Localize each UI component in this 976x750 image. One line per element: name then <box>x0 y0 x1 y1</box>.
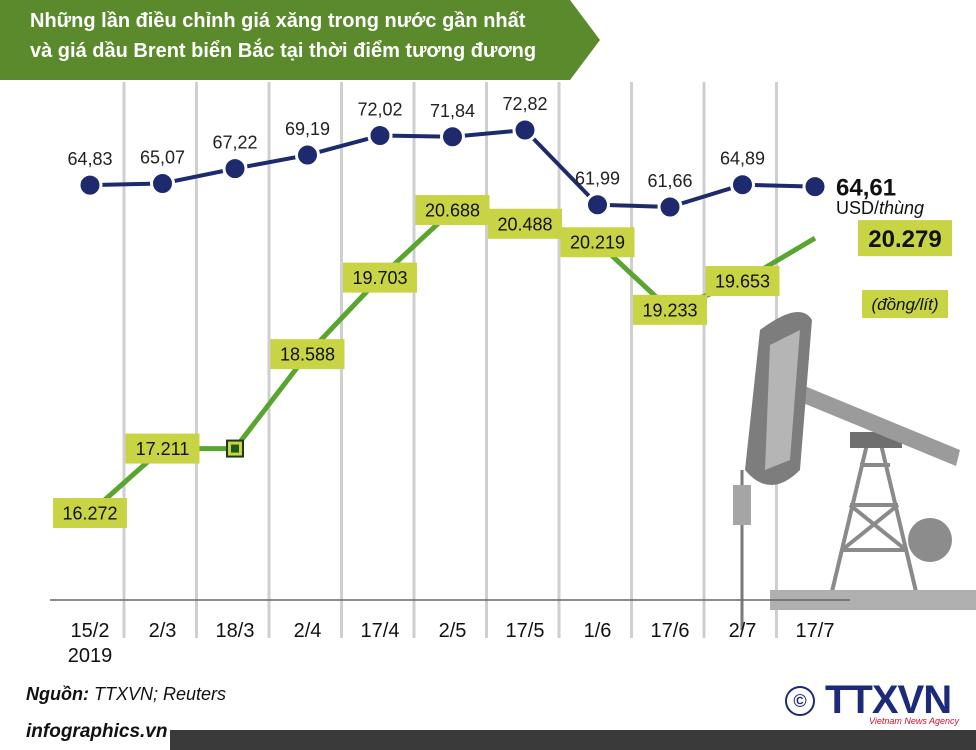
brent-value-label: 69,19 <box>285 119 330 139</box>
brent-point <box>367 123 393 149</box>
logo-brand: TTXVN <box>825 678 952 722</box>
brent-value-label: 67,22 <box>212 133 257 153</box>
x-tick-label: 2/7 <box>729 620 757 642</box>
source-note: Nguồn: TTXVN; Reuters <box>26 684 226 705</box>
x-axis: 15/2 2/3 18/3 2/4 17/4 2/5 17/5 1/6 17/6 2/7 17/7 2… <box>50 599 850 667</box>
petrol-value-label: 20.488 <box>497 214 552 234</box>
x-tick-label: 1/6 <box>584 620 612 642</box>
petrol-label-box <box>343 262 417 293</box>
x-tick-year: 2019 <box>68 645 113 667</box>
petrol-label-box <box>633 294 707 325</box>
petrol-unit-label: (đồng/lít) <box>871 295 938 314</box>
source-label: Nguồn: <box>26 684 89 704</box>
brent-point <box>585 192 610 218</box>
petrol-value-label: 20.688 <box>425 201 480 221</box>
petrol-value-label: 17.211 <box>136 439 190 459</box>
title-banner <box>0 0 600 80</box>
x-tick-label: 17/5 <box>506 620 545 642</box>
petrol-label-box <box>125 433 200 464</box>
brent-point <box>657 194 683 220</box>
data-labels: 16.272 17.211 18.588 19.703 20.688 20.488 20.2… <box>53 94 952 528</box>
brent-point <box>295 142 320 168</box>
petrol-point-core <box>231 444 239 453</box>
copyright-icon: © <box>785 686 815 716</box>
x-tick-label: 17/4 <box>361 620 400 642</box>
brent-value-label: 65,07 <box>140 147 185 167</box>
brent-value-label: 64,89 <box>720 149 765 169</box>
brent-value-label: 61,99 <box>575 169 620 189</box>
petrol-label-box <box>415 195 490 226</box>
chart-area: 16.272 17.211 18.588 19.703 20.688 20.488 20.2… <box>50 82 976 667</box>
brent-point <box>440 124 465 150</box>
petrol-unit-box <box>862 290 948 318</box>
x-tick-label: 2/4 <box>294 620 322 642</box>
petrol-label-box <box>53 498 127 528</box>
brent-value-label: 61,66 <box>647 171 692 191</box>
x-tick-label: 17/6 <box>651 620 690 642</box>
x-tick-label: 2/5 <box>439 620 467 642</box>
brent-value-label: 72,82 <box>502 94 547 114</box>
petrol-value-label: 20.279 <box>868 226 941 253</box>
x-tick-label: 15/2 <box>71 620 110 642</box>
x-tick-label: 18/3 <box>216 620 255 642</box>
brent-price-line <box>77 117 828 220</box>
petrol-price-line <box>88 207 817 515</box>
brent-point <box>512 117 538 143</box>
petrol-label-box <box>560 227 635 258</box>
grid-lines <box>122 82 778 638</box>
chart-title-line-2: và giá dầu Brent biển Bắc tại thời điểm … <box>30 40 537 62</box>
chart-title: Những lần điều chỉnh giá xăng trong nước… <box>30 6 590 66</box>
petrol-label-box <box>705 266 780 297</box>
source-value: TTXVN; Reuters <box>88 684 227 704</box>
brent-value-label: 64,61 <box>836 175 896 202</box>
petrol-value-label: 18.588 <box>280 345 335 365</box>
logo-tagline: Vietnam News Agency <box>869 716 960 726</box>
petrol-value-label: 16.272 <box>62 503 117 523</box>
site-name: infographics.vn <box>26 721 168 742</box>
brent-point <box>802 174 828 200</box>
brent-point <box>730 172 755 198</box>
oil-pump-illustration <box>733 312 976 630</box>
brent-value-label: 72,02 <box>357 100 402 120</box>
brent-value-label: 71,84 <box>430 101 475 121</box>
brent-point <box>222 156 248 182</box>
x-tick-label: 17/7 <box>796 620 835 642</box>
brent-point <box>150 170 175 196</box>
petrol-label-box <box>488 208 562 239</box>
petrol-value-label: 19.233 <box>642 300 697 320</box>
brent-value-label: 64,83 <box>67 149 112 169</box>
petrol-label-box <box>858 220 952 257</box>
petrol-value-label: 19.703 <box>352 268 407 288</box>
brent-point <box>77 172 103 198</box>
footer-bar <box>170 730 976 750</box>
x-tick-label: 2/3 <box>149 620 177 642</box>
petrol-value-label: 19.653 <box>715 272 770 292</box>
petrol-line <box>88 207 817 515</box>
brent-unit-label: USD/thùng <box>836 198 924 218</box>
petrol-label-box <box>270 339 345 370</box>
chart-title-line-1: Những lần điều chỉnh giá xăng trong nước… <box>30 10 526 32</box>
petrol-value-label: 20.219 <box>570 233 625 253</box>
